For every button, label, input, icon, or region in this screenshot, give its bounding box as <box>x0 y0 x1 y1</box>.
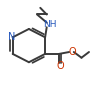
Text: O: O <box>56 61 64 71</box>
Text: NH: NH <box>43 20 56 29</box>
Text: N: N <box>8 32 16 42</box>
Text: O: O <box>68 47 76 57</box>
